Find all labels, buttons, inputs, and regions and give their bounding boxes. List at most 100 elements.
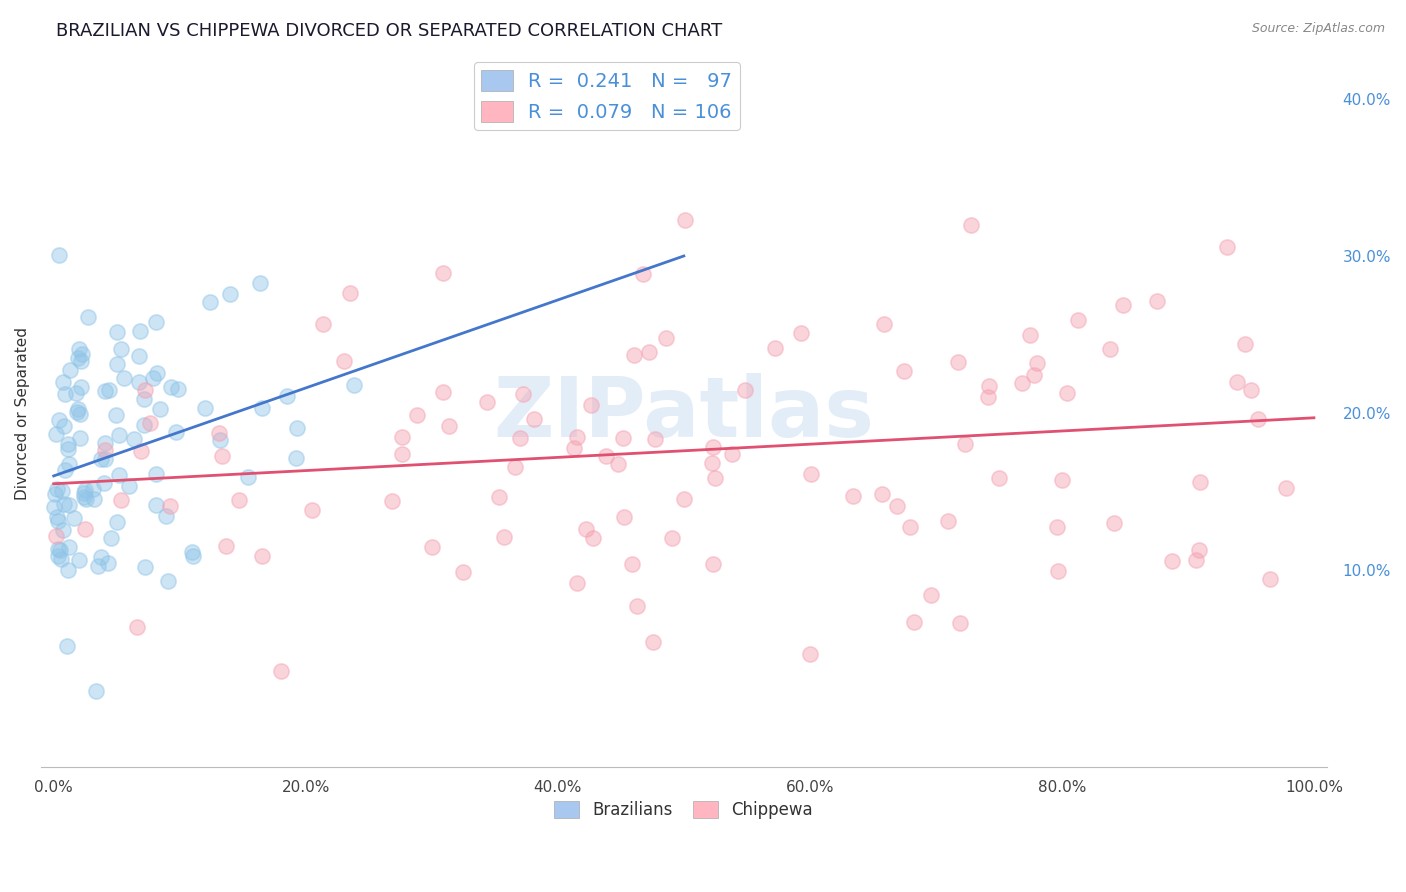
Point	[139, 416, 162, 430]
Point	[122, 432, 145, 446]
Point	[920, 588, 942, 602]
Point	[1275, 481, 1298, 495]
Point	[644, 432, 666, 446]
Point	[134, 417, 156, 432]
Point	[946, 355, 969, 369]
Point	[70, 347, 93, 361]
Point	[391, 429, 413, 443]
Point	[977, 379, 1000, 393]
Point	[432, 385, 454, 400]
Y-axis label: Divorced or Separated: Divorced or Separated	[15, 326, 30, 500]
Point	[48, 413, 70, 427]
Point	[988, 471, 1011, 485]
Point	[65, 385, 87, 400]
Point	[228, 493, 250, 508]
Point	[181, 549, 204, 564]
Point	[56, 442, 79, 456]
Legend: Brazilians, Chippewa: Brazilians, Chippewa	[548, 794, 820, 825]
Point	[94, 384, 117, 399]
Text: ZIPatlas: ZIPatlas	[494, 373, 875, 453]
Point	[1240, 384, 1263, 398]
Point	[145, 498, 167, 512]
Point	[339, 286, 361, 301]
Point	[94, 443, 117, 458]
Point	[638, 345, 661, 359]
Point	[70, 379, 93, 393]
Point	[903, 615, 925, 629]
Text: Source: ZipAtlas.com: Source: ZipAtlas.com	[1251, 22, 1385, 36]
Point	[219, 287, 242, 301]
Point	[53, 497, 76, 511]
Point	[129, 444, 152, 458]
Point	[301, 503, 323, 517]
Point	[509, 431, 531, 445]
Point	[673, 213, 696, 227]
Point	[595, 449, 617, 463]
Point	[512, 387, 534, 401]
Point	[46, 542, 69, 557]
Point	[69, 430, 91, 444]
Point	[842, 489, 865, 503]
Point	[160, 380, 183, 394]
Point	[48, 549, 70, 563]
Point	[194, 401, 217, 415]
Point	[84, 683, 107, 698]
Point	[886, 499, 908, 513]
Point	[159, 499, 181, 513]
Point	[1102, 516, 1125, 530]
Point	[1025, 356, 1047, 370]
Point	[451, 565, 474, 579]
Point	[67, 342, 90, 356]
Point	[1011, 376, 1033, 391]
Point	[180, 545, 202, 559]
Point	[90, 550, 112, 565]
Point	[1112, 297, 1135, 311]
Point	[343, 378, 366, 392]
Point	[276, 389, 298, 403]
Point	[661, 531, 683, 545]
Point	[155, 508, 177, 523]
Point	[721, 447, 744, 461]
Point	[1019, 328, 1042, 343]
Point	[110, 493, 132, 508]
Point	[49, 552, 72, 566]
Point	[70, 354, 93, 368]
Point	[157, 574, 180, 588]
Point	[75, 491, 97, 506]
Point	[270, 664, 292, 678]
Point	[1188, 542, 1211, 557]
Point	[960, 218, 983, 232]
Point	[90, 452, 112, 467]
Point	[44, 487, 66, 501]
Point	[333, 353, 356, 368]
Point	[94, 435, 117, 450]
Point	[873, 317, 896, 331]
Point	[134, 392, 156, 406]
Point	[165, 425, 187, 440]
Point	[145, 467, 167, 481]
Point	[1146, 294, 1168, 309]
Point	[626, 599, 648, 614]
Point	[93, 476, 115, 491]
Point	[799, 647, 821, 661]
Point	[898, 520, 921, 534]
Point	[67, 553, 90, 567]
Point	[1185, 553, 1208, 567]
Point	[1188, 475, 1211, 489]
Point	[1046, 520, 1069, 534]
Point	[439, 419, 461, 434]
Point	[51, 483, 73, 498]
Point	[391, 447, 413, 461]
Point	[208, 426, 231, 441]
Point	[100, 532, 122, 546]
Point	[613, 509, 636, 524]
Point	[672, 491, 695, 506]
Point	[607, 457, 630, 471]
Point	[55, 463, 77, 477]
Point	[118, 479, 141, 493]
Point	[198, 294, 221, 309]
Point	[1258, 572, 1281, 586]
Point	[1226, 376, 1249, 390]
Point	[1098, 342, 1121, 356]
Point	[1046, 564, 1069, 578]
